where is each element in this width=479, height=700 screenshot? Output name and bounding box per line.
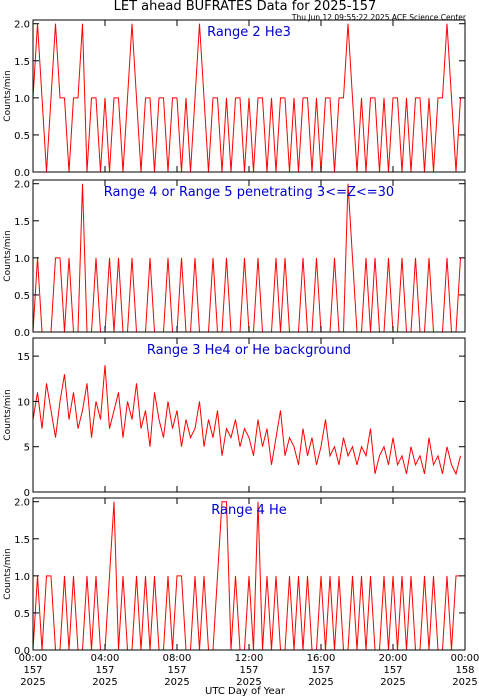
- panel-label: Range 2 He3: [207, 25, 291, 40]
- y-tick-label: 1.0: [14, 572, 30, 583]
- y-tick-label: 1.5: [14, 57, 30, 68]
- y-tick-label: 0.5: [14, 131, 30, 142]
- panel-label: Range 4 or Range 5 penetrating 3<=Z<=30: [104, 185, 394, 200]
- x-tick-label: 2025: [380, 677, 405, 688]
- y-axis-label: Counts/min: [3, 230, 13, 281]
- y-tick-label: 10: [17, 397, 30, 408]
- timestamp: Thu Jun 12 09:55:22 2025 ACE Science Cen…: [291, 13, 467, 22]
- y-tick-label: 1.0: [14, 254, 30, 265]
- y-axis-label: Counts/min: [3, 389, 13, 440]
- y-tick-label: 0.5: [14, 609, 30, 620]
- data-line: [32, 23, 461, 173]
- data-line: [32, 365, 461, 476]
- x-tick-label: 157: [383, 665, 402, 676]
- x-axis-label: UTC Day of Year: [205, 686, 286, 697]
- y-tick-label: 0.5: [14, 291, 30, 302]
- data-line: [32, 183, 461, 333]
- y-tick-label: 15: [17, 352, 30, 363]
- y-tick-label: 0: [24, 488, 30, 499]
- x-tick-label: 157: [239, 665, 258, 676]
- data-line: [32, 501, 461, 651]
- y-tick-label: 0.0: [14, 328, 30, 339]
- x-tick-label: 2025: [164, 677, 189, 688]
- plot-frame: [32, 179, 466, 333]
- x-tick-label: 00:00: [451, 653, 479, 664]
- x-tick-label: 00:00: [19, 653, 48, 664]
- plot-frame: [32, 497, 466, 651]
- x-tick-label: 2025: [236, 677, 261, 688]
- x-tick-label: 12:00: [235, 653, 264, 664]
- y-axis-label: Counts/min: [3, 548, 13, 599]
- y-tick-label: 1.0: [14, 94, 30, 105]
- x-tick-label: 157: [95, 665, 114, 676]
- x-tick-label: 157: [167, 665, 186, 676]
- y-tick-label: 2.0: [14, 180, 30, 191]
- plot-frame: [32, 337, 466, 493]
- y-tick-label: 5: [24, 443, 30, 454]
- x-tick-label: 157: [311, 665, 330, 676]
- y-tick-label: 1.5: [14, 217, 30, 228]
- y-tick-label: 2.0: [14, 498, 30, 509]
- y-tick-label: 1.5: [14, 535, 30, 546]
- x-tick-label: 16:00: [307, 653, 336, 664]
- x-tick-label: 2025: [20, 677, 45, 688]
- panel-label: Range 3 He4 or He background: [147, 343, 351, 358]
- y-tick-label: 2.0: [14, 20, 30, 31]
- x-tick-label: 157: [23, 665, 42, 676]
- x-tick-label: 2025: [452, 677, 477, 688]
- x-tick-label: 20:00: [379, 653, 408, 664]
- panel-label: Range 4 He: [211, 503, 287, 518]
- y-tick-label: 0.0: [14, 168, 30, 179]
- x-tick-label: 2025: [308, 677, 333, 688]
- x-tick-label: 2025: [92, 677, 117, 688]
- y-tick-label: 0.0: [14, 646, 30, 657]
- y-axis-label: Counts/min: [3, 70, 13, 121]
- x-tick-label: 08:00: [163, 653, 192, 664]
- chart-title: LET ahead BUFRATES Data for 2025-157: [114, 0, 377, 14]
- x-tick-label: 158: [455, 665, 474, 676]
- x-tick-label: 04:00: [91, 653, 120, 664]
